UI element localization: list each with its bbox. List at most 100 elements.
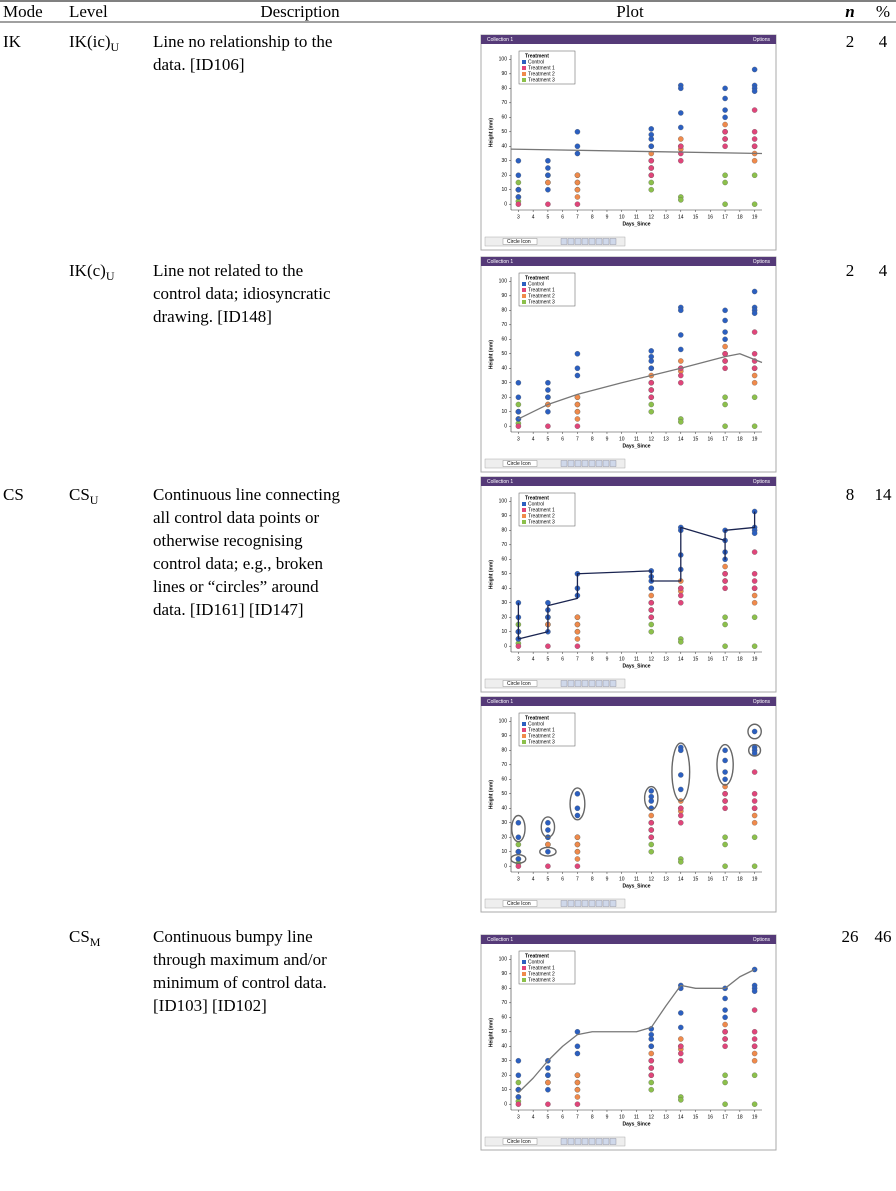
y-tick-label: 90 [501, 971, 507, 977]
data-point [649, 586, 654, 591]
legend-swatch [522, 734, 526, 738]
header-cell: Level [69, 2, 108, 21]
data-point [678, 813, 683, 818]
x-tick-label: 5 [547, 1114, 550, 1120]
data-point [575, 791, 580, 796]
x-tick-label: 18 [737, 656, 743, 662]
x-tick-label: 9 [606, 1114, 609, 1120]
data-point [516, 1058, 521, 1063]
data-point [678, 136, 683, 141]
x-tick-label: 17 [722, 656, 728, 662]
data-point [722, 202, 727, 207]
data-point [752, 366, 757, 371]
n-cell: 2 [846, 32, 855, 51]
x-tick-label: 8 [591, 876, 594, 882]
data-point [649, 1073, 654, 1078]
level-cell: CSU [69, 485, 99, 507]
toolbar-button [603, 461, 609, 467]
data-point [752, 989, 757, 994]
level-subscript: M [90, 935, 101, 949]
data-point [649, 788, 654, 793]
toolbar-button [582, 1139, 588, 1145]
toolbar-label: Circle Icon [507, 901, 531, 907]
data-point [545, 380, 550, 385]
data-point [575, 129, 580, 134]
data-point [678, 197, 683, 202]
data-point [649, 593, 654, 598]
x-tick-label: 18 [737, 876, 743, 882]
data-point [575, 416, 580, 421]
data-point [649, 607, 654, 612]
data-point [516, 1080, 521, 1085]
x-tick-label: 16 [708, 876, 714, 882]
x-tick-label: 9 [606, 214, 609, 220]
data-point [722, 996, 727, 1001]
data-point [678, 820, 683, 825]
x-tick-label: 15 [693, 656, 699, 662]
x-tick-label: 15 [693, 876, 699, 882]
toolbar-button [575, 239, 581, 245]
x-axis-label: Days_Since [622, 1121, 650, 1127]
data-point [575, 644, 580, 649]
y-tick-label: 20 [501, 1073, 507, 1079]
y-tick-label: 30 [501, 820, 507, 826]
x-tick-label: 11 [634, 1114, 639, 1120]
options-label: Options [753, 937, 771, 943]
data-point [649, 813, 654, 818]
y-tick-label: 30 [501, 600, 507, 606]
data-point [678, 600, 683, 605]
data-point [722, 864, 727, 869]
data-point [678, 308, 683, 313]
data-point [649, 849, 654, 854]
y-axis-label: Height (mm) [488, 340, 494, 370]
toolbar-button [589, 239, 595, 245]
x-tick-label: 7 [576, 876, 579, 882]
data-point [545, 1073, 550, 1078]
data-point [752, 835, 757, 840]
data-point [545, 409, 550, 414]
data-point [649, 615, 654, 620]
data-point [678, 772, 683, 777]
data-point [649, 126, 654, 131]
description-line: through maximum and/or [153, 950, 327, 969]
data-point [752, 791, 757, 796]
level-cell: IK(ic)U [69, 32, 120, 54]
data-point [649, 1080, 654, 1085]
x-tick-label: 18 [737, 1114, 743, 1120]
toolbar-button [568, 901, 574, 907]
x-tick-label: 19 [752, 214, 758, 220]
data-point [722, 564, 727, 569]
x-tick-label: 4 [532, 656, 535, 662]
x-tick-label: 13 [663, 1114, 669, 1120]
x-tick-label: 9 [606, 436, 609, 442]
toolbar-button [575, 461, 581, 467]
data-point [752, 202, 757, 207]
description-line: Line not related to the [153, 261, 303, 280]
header-cell: Mode [3, 2, 43, 21]
data-point [722, 586, 727, 591]
data-point [752, 586, 757, 591]
data-point [722, 791, 727, 796]
data-point [752, 144, 757, 149]
window-title: Collection 1 [487, 479, 513, 485]
x-tick-label: 19 [752, 876, 758, 882]
y-tick-label: 80 [501, 528, 507, 534]
description-line: Continuous line connecting [153, 485, 340, 504]
toolbar-button [568, 681, 574, 687]
toolbar-button [596, 901, 602, 907]
data-point [752, 729, 757, 734]
y-tick-label: 70 [501, 762, 507, 768]
y-tick-label: 60 [501, 115, 507, 121]
data-point [752, 67, 757, 72]
data-point [752, 751, 757, 756]
data-point [649, 1051, 654, 1056]
y-tick-label: 10 [501, 187, 507, 193]
y-tick-label: 20 [501, 615, 507, 621]
y-tick-label: 70 [501, 1000, 507, 1006]
level-subscript: U [106, 269, 115, 283]
legend-swatch [522, 978, 526, 982]
x-tick-label: 7 [576, 656, 579, 662]
data-point [722, 622, 727, 627]
data-point [722, 122, 727, 127]
data-point [575, 1102, 580, 1107]
